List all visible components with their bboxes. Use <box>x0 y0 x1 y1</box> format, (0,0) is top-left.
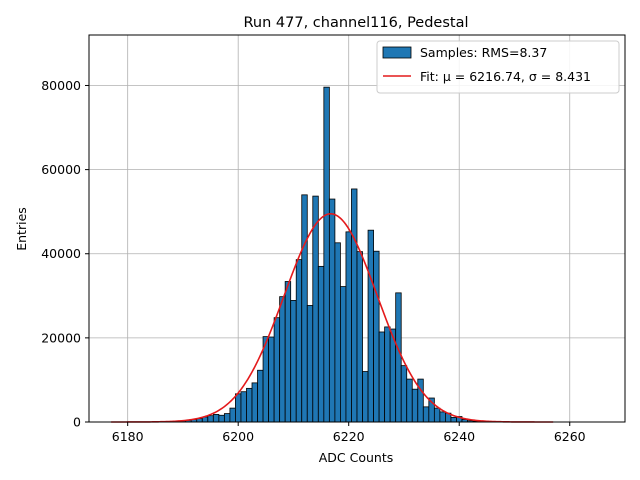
histogram-bar-9 <box>223 413 231 423</box>
y-tick-label-0: 0 <box>73 415 81 430</box>
histogram-bar-41 <box>400 365 408 423</box>
histogram-bar-10 <box>229 407 236 423</box>
histogram-bar-19 <box>279 296 286 423</box>
histogram-bar-43 <box>411 388 419 423</box>
histogram-bar-20 <box>284 281 292 423</box>
legend: Samples: RMS=8.37 Fit: μ = 6216.74, σ = … <box>376 40 620 94</box>
legend-samples-swatch <box>382 46 412 59</box>
fit-curve <box>111 212 554 423</box>
histogram-bar-37 <box>378 331 386 423</box>
histogram-bar-21 <box>290 300 297 423</box>
chart-title: Run 477, channel116, Pedestal <box>243 15 468 31</box>
histogram-bar-13 <box>246 387 253 423</box>
histogram-bar-33 <box>356 251 363 423</box>
histogram-bar-7 <box>212 414 220 423</box>
x-tick-label-1: 6200 <box>222 429 254 444</box>
histogram-bar-29 <box>334 242 341 423</box>
histogram-bar-11 <box>235 393 242 423</box>
y-tick-label-4: 80000 <box>41 78 81 93</box>
histogram-bar-18 <box>273 317 281 423</box>
x-tick-label-0: 6180 <box>112 429 144 444</box>
histogram-bar-34 <box>362 371 369 423</box>
x-tick-label-3: 6240 <box>443 429 475 444</box>
histogram-bar-40 <box>395 292 402 423</box>
legend-box <box>376 40 620 94</box>
histogram-bar-14 <box>251 382 258 423</box>
y-tick-label-2: 40000 <box>41 246 81 261</box>
histogram-bar-35 <box>367 229 374 423</box>
x-axis-ticks: 6180 6200 6220 6240 6260 <box>112 422 586 444</box>
histogram-bar-48 <box>439 411 446 423</box>
y-axis-ticks: 0 20000 40000 60000 80000 <box>41 78 89 430</box>
histogram-bar-6 <box>207 415 214 423</box>
x-axis-label: ADC Counts <box>319 450 394 465</box>
histogram-bar-50 <box>450 416 457 423</box>
histogram-bar-26 <box>317 265 325 423</box>
histogram-bar-27 <box>323 86 330 423</box>
histogram-bar-17 <box>268 336 275 423</box>
histogram-bar-24 <box>306 305 314 423</box>
plot-frame <box>88 34 626 423</box>
histogram-bar-45 <box>422 406 430 423</box>
x-tick-label-2: 6220 <box>333 429 365 444</box>
histogram-bar-30 <box>340 286 347 423</box>
y-tick-label-3: 60000 <box>41 162 81 177</box>
y-axis-label: Entries <box>14 207 29 251</box>
histogram-bar-28 <box>328 198 336 423</box>
histogram-bar-36 <box>373 250 380 423</box>
histogram-bar-47 <box>433 407 441 423</box>
histogram-bar-38 <box>384 326 391 423</box>
y-tick-label-1: 20000 <box>41 330 81 345</box>
histogram-bar-23 <box>301 194 308 423</box>
histogram-bar-32 <box>351 188 358 423</box>
histogram-bar-25 <box>312 195 319 423</box>
legend-fit-label: Fit: μ = 6216.74, σ = 8.431 <box>420 69 591 84</box>
histogram-bar-12 <box>240 391 247 423</box>
histogram-bar-42 <box>406 378 413 423</box>
histogram-bar-15 <box>257 369 264 423</box>
x-tick-label-4: 6260 <box>554 429 586 444</box>
legend-samples-label: Samples: RMS=8.37 <box>420 45 547 60</box>
histogram-bar-8 <box>218 414 225 423</box>
histogram-bar-31 <box>345 231 352 423</box>
histogram-bar-22 <box>295 259 303 423</box>
